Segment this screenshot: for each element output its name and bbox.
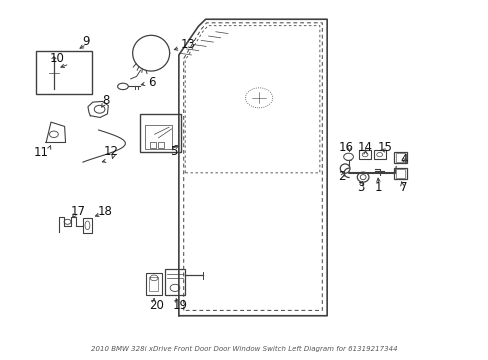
Bar xyxy=(36,51,92,94)
Text: 7: 7 xyxy=(399,181,407,194)
Bar xyxy=(148,277,158,292)
Text: 11: 11 xyxy=(34,146,49,159)
Bar xyxy=(144,125,171,149)
Text: 2010 BMW 328i xDrive Front Door Door Window Switch Left Diagram for 61319217344: 2010 BMW 328i xDrive Front Door Door Win… xyxy=(91,346,397,352)
Bar xyxy=(146,273,162,295)
Text: 3: 3 xyxy=(357,181,364,194)
Bar xyxy=(140,113,181,152)
Bar xyxy=(393,168,406,179)
Text: 1: 1 xyxy=(374,181,382,194)
Text: 6: 6 xyxy=(148,76,156,89)
Bar xyxy=(373,150,385,159)
Text: 13: 13 xyxy=(181,39,196,51)
Text: 5: 5 xyxy=(170,145,177,158)
Text: 17: 17 xyxy=(71,204,85,217)
Text: 8: 8 xyxy=(102,94,109,107)
Text: 4: 4 xyxy=(399,153,407,166)
Bar xyxy=(158,142,164,148)
Bar xyxy=(83,218,92,233)
Text: 9: 9 xyxy=(82,35,90,48)
Bar xyxy=(164,269,185,295)
Text: 16: 16 xyxy=(338,141,353,154)
Text: 15: 15 xyxy=(377,141,392,154)
Text: 10: 10 xyxy=(50,52,64,65)
Bar xyxy=(395,169,405,178)
Text: 19: 19 xyxy=(172,299,187,312)
Text: 20: 20 xyxy=(149,299,164,312)
Bar xyxy=(149,142,155,148)
Text: 18: 18 xyxy=(97,204,112,217)
Text: 12: 12 xyxy=(103,145,118,158)
Text: 2: 2 xyxy=(337,170,345,183)
Bar xyxy=(393,152,406,163)
Bar xyxy=(359,150,370,159)
Text: 14: 14 xyxy=(357,141,372,154)
Bar xyxy=(395,153,405,162)
